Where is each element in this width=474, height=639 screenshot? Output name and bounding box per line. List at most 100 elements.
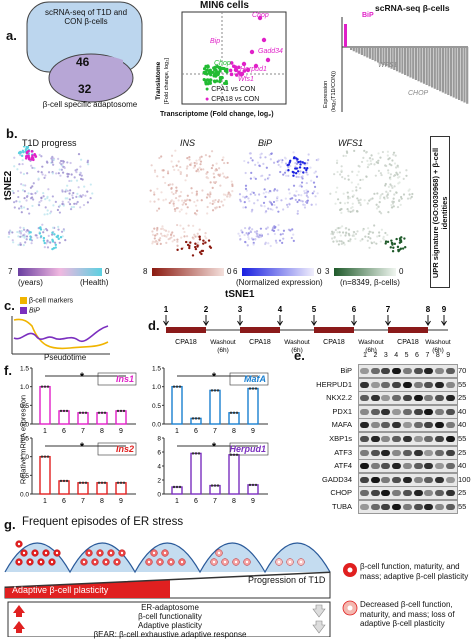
wb-band — [445, 490, 455, 497]
tsne-cell — [200, 168, 203, 171]
tsne-cell — [274, 239, 278, 242]
wb-strip — [358, 418, 458, 433]
wb-band — [424, 368, 434, 374]
tsne-cell — [303, 206, 307, 209]
qpcr-point — [178, 485, 182, 489]
tsne-cell — [179, 190, 183, 194]
tsne-cell — [46, 212, 49, 216]
tsne-cell — [344, 234, 347, 237]
tsne-cell — [285, 174, 288, 177]
tsne-cell — [346, 201, 349, 204]
tsne-cell-early — [31, 156, 35, 160]
qpcr-point — [216, 484, 220, 487]
wb-band — [445, 395, 455, 402]
tsne-cell — [179, 165, 182, 169]
tsne-cell — [199, 160, 203, 163]
tsne-cell — [310, 179, 313, 182]
tsne-cell — [388, 157, 391, 160]
wb-band — [381, 436, 391, 442]
qpcr-bar — [96, 412, 108, 425]
tsne-cell — [297, 193, 300, 197]
tsne-cell — [270, 152, 273, 155]
min6-scatter: Translatome [Fold change, log₂] — [155, 11, 287, 105]
tsne-cell — [333, 236, 336, 239]
scrna-bar — [466, 47, 469, 104]
qpcr-point — [194, 452, 198, 455]
tsne-cell — [38, 204, 41, 207]
tsne-cell — [196, 199, 199, 202]
tsne-cell — [183, 199, 186, 202]
tsne-cell-high — [301, 161, 304, 164]
tsne-cell — [386, 233, 389, 237]
tsne-cell — [402, 177, 405, 181]
tsne-cell — [331, 237, 334, 240]
tsne-cell — [26, 195, 29, 198]
tsne-cell — [62, 204, 65, 207]
tsne-cell — [174, 196, 178, 200]
scrna-bar — [460, 47, 463, 102]
tsne-cell — [66, 172, 69, 175]
tsne-cell — [329, 192, 332, 195]
wb-band — [445, 422, 455, 429]
tsne-cell — [347, 228, 351, 231]
tsne-cell — [183, 235, 186, 238]
tsne-cell-high — [18, 152, 22, 155]
tsne-cell — [218, 167, 221, 170]
tsne-cell-high — [184, 240, 188, 244]
tsne-cell — [388, 163, 391, 166]
tsne-cell — [374, 174, 377, 177]
tsne-cell — [345, 231, 348, 234]
tsne-cell — [368, 199, 371, 202]
wb-band — [402, 368, 412, 374]
qpcr-point — [100, 411, 104, 414]
scrna-bar — [360, 47, 363, 55]
wb-band — [424, 381, 434, 388]
tsne-cell — [252, 191, 255, 194]
tsne-cell — [81, 194, 85, 197]
tsne-cell — [25, 199, 28, 202]
tsne-cell — [222, 193, 225, 196]
tsne-cell — [368, 157, 371, 160]
tsne-cell — [193, 212, 197, 215]
tsne-cell — [191, 191, 194, 194]
tsne-cell — [341, 225, 344, 228]
min6-point-cpa1 — [204, 82, 208, 86]
tsne-cell — [223, 161, 226, 165]
wb-band — [445, 368, 455, 374]
g-title: Frequent episodes of ER stress — [22, 516, 184, 528]
tsne-cell — [391, 206, 394, 209]
tsne-cell — [379, 240, 382, 243]
tsne-cell — [301, 200, 304, 203]
tsne-cell — [43, 176, 46, 179]
tsne-cell-high — [392, 246, 395, 249]
tsne-cell — [206, 212, 209, 215]
tsne-cell — [17, 189, 20, 193]
tsne-title-4: WFS1 — [338, 138, 364, 148]
tsne-cell — [32, 182, 35, 185]
wb-band — [434, 368, 444, 374]
min6-point-cpa1 — [221, 66, 225, 71]
timepoint-number: 3 — [238, 305, 243, 314]
qpcr-point — [254, 387, 258, 390]
tsne-cell — [11, 189, 14, 193]
min6-point-cpa1 — [202, 67, 207, 71]
tsne-cell — [16, 168, 19, 171]
min6-point-cpa1 — [207, 79, 212, 83]
tsne-cell — [70, 173, 73, 176]
tsne-cell — [16, 230, 19, 234]
wb-band — [424, 449, 434, 456]
qpcr-bar — [247, 387, 259, 425]
tsne-cell — [351, 210, 354, 213]
wb-band — [360, 449, 369, 456]
tsne-cell-high — [53, 233, 56, 236]
tsne-cell — [202, 168, 205, 171]
tsne-cell — [350, 181, 353, 184]
tsne-cell — [375, 242, 378, 245]
scrna-bar — [420, 47, 423, 83]
tsne-cell — [41, 223, 44, 226]
tsne-cell — [186, 165, 189, 168]
tsne-cell — [314, 203, 318, 206]
qpcr-point — [97, 411, 101, 414]
min6-point-cpa1 — [203, 70, 208, 75]
tsne-cell — [169, 233, 173, 236]
